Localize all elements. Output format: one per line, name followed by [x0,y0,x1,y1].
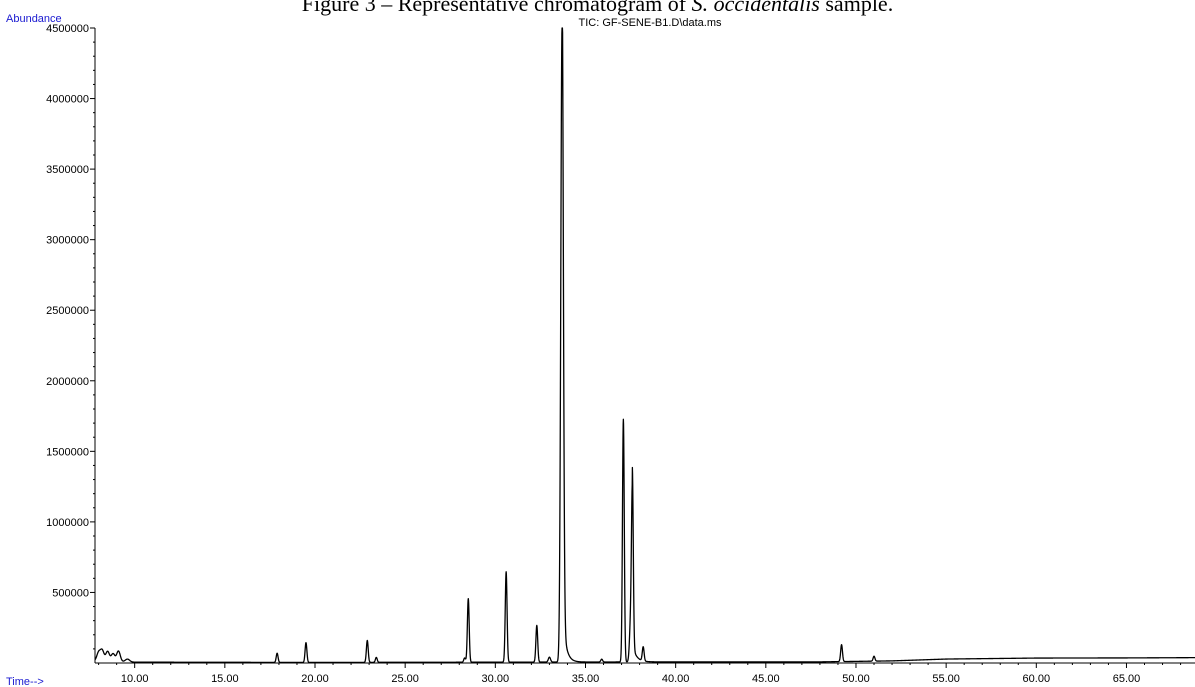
caption-species: S. occidentalis [691,0,820,16]
x-tick-label: 40.00 [662,673,690,685]
figure-caption: Figure 3 – Representative chromatogram o… [0,0,1195,17]
x-tick-label: 55.00 [932,673,960,685]
x-tick-label: 20.00 [301,673,329,685]
caption-prefix: Figure 3 – Representative chromatogram o… [301,0,692,16]
x-tick-label: 45.00 [752,673,780,685]
y-tick-label: 2500000 [46,305,89,317]
y-tick-label: 4500000 [46,23,89,35]
x-tick-label: 65.00 [1113,673,1141,685]
x-tick-label: 30.00 [482,673,510,685]
y-axis-label: Abundance [6,13,62,25]
x-tick-label: 60.00 [1023,673,1051,685]
x-tick-label: 10.00 [121,673,149,685]
caption-suffix: sample. [819,0,894,16]
x-tick-label: 25.00 [391,673,419,685]
y-tick-label: 1000000 [46,517,89,529]
y-tick-label: 4000000 [46,94,89,106]
x-axis-label: Time--> [6,676,44,687]
x-tick-label: 50.00 [842,673,870,685]
y-tick-label: 1500000 [46,446,89,458]
x-axis: 10.00 15.00 20.00 25.00 30.00 35.00 40.00 45.00… [95,662,1195,685]
y-tick-label: 2000000 [46,376,89,388]
tic-trace-line [94,27,1195,664]
y-tick-label: 3000000 [46,235,89,247]
x-tick-label: 35.00 [572,673,600,685]
x-tick-label: 15.00 [211,673,239,685]
y-axis: 500000 1000000 1500000 2000000 2500000 300000… [46,23,96,663]
chart-title: TIC: GF-SENE-B1.D\data.ms [578,17,722,29]
y-tick-label: 3500000 [46,164,89,176]
y-tick-label: 500000 [52,587,89,599]
